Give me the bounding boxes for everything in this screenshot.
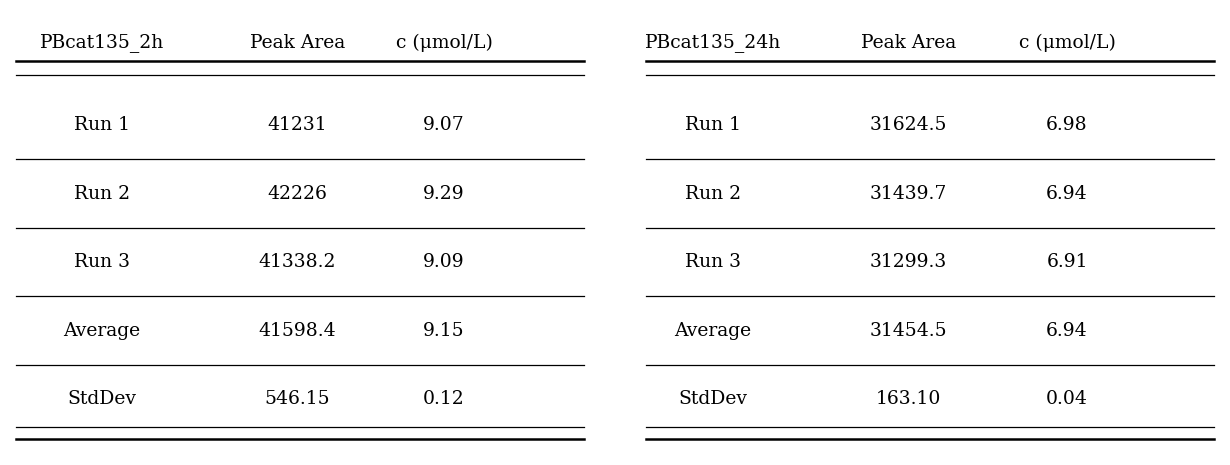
Text: 6.94: 6.94 [1047, 185, 1087, 203]
Text: 31439.7: 31439.7 [870, 185, 947, 203]
Text: Run 1: Run 1 [685, 116, 740, 134]
Text: Peak Area: Peak Area [250, 34, 344, 52]
Text: Run 2: Run 2 [685, 185, 740, 203]
Text: Run 3: Run 3 [74, 253, 130, 271]
Text: Run 2: Run 2 [74, 185, 130, 203]
Text: PBcat135_2h: PBcat135_2h [39, 33, 164, 53]
Text: Run 3: Run 3 [685, 253, 740, 271]
Text: 6.98: 6.98 [1047, 116, 1087, 134]
Text: 0.04: 0.04 [1046, 390, 1089, 408]
Text: 31454.5: 31454.5 [870, 322, 947, 340]
Text: 9.29: 9.29 [423, 185, 465, 203]
Text: Average: Average [674, 322, 752, 340]
Text: 42226: 42226 [267, 185, 327, 203]
Text: 0.12: 0.12 [423, 390, 465, 408]
Text: c (μmol/L): c (μmol/L) [1018, 34, 1116, 52]
Text: Peak Area: Peak Area [861, 34, 956, 52]
Text: 9.09: 9.09 [423, 253, 465, 271]
Text: PBcat135_24h: PBcat135_24h [645, 33, 781, 53]
Text: 6.91: 6.91 [1047, 253, 1087, 271]
Text: 6.94: 6.94 [1047, 322, 1087, 340]
Text: 31624.5: 31624.5 [870, 116, 947, 134]
Text: 41338.2: 41338.2 [258, 253, 336, 271]
Text: c (μmol/L): c (μmol/L) [396, 34, 492, 52]
Text: 546.15: 546.15 [264, 390, 330, 408]
Text: 41598.4: 41598.4 [258, 322, 336, 340]
Text: 41231: 41231 [268, 116, 327, 134]
Text: StdDev: StdDev [678, 390, 748, 408]
Text: 9.07: 9.07 [423, 116, 465, 134]
Text: 163.10: 163.10 [876, 390, 941, 408]
Text: Average: Average [63, 322, 140, 340]
Text: 9.15: 9.15 [423, 322, 465, 340]
Text: StdDev: StdDev [68, 390, 137, 408]
Text: Run 1: Run 1 [74, 116, 130, 134]
Text: 31299.3: 31299.3 [870, 253, 947, 271]
